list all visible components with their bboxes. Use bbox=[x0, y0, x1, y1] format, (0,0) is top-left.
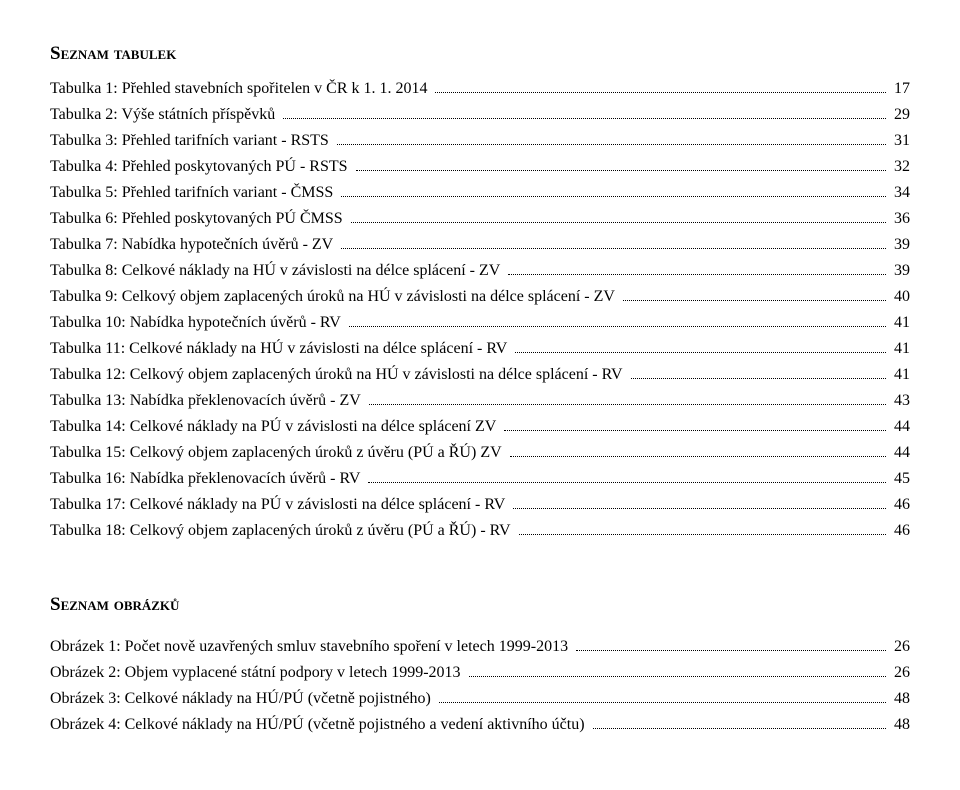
toc-entry: Tabulka 11: Celkové náklady na HÚ v závi… bbox=[50, 337, 910, 361]
toc-entry-label: Tabulka 18: Celkový objem zaplacených úr… bbox=[50, 519, 515, 543]
toc-entry-label: Tabulka 16: Nabídka překlenovacích úvěrů… bbox=[50, 467, 364, 491]
toc-entry-label: Obrázek 4: Celkové náklady na HÚ/PÚ (vče… bbox=[50, 713, 589, 737]
toc-entry-label: Tabulka 3: Přehled tarifních variant - R… bbox=[50, 129, 333, 153]
toc-leader-dots bbox=[356, 155, 886, 170]
toc-entry-label: Tabulka 8: Celkové náklady na HÚ v závis… bbox=[50, 259, 504, 283]
toc-entry-page: 36 bbox=[890, 207, 910, 231]
toc-entry-page: 46 bbox=[890, 493, 910, 517]
toc-entry-label: Obrázek 2: Objem vyplacené státní podpor… bbox=[50, 661, 465, 685]
toc-entry: Obrázek 3: Celkové náklady na HÚ/PÚ (vče… bbox=[50, 687, 910, 711]
toc-leader-dots bbox=[519, 519, 886, 534]
toc-leader-dots bbox=[351, 207, 886, 222]
toc-entry-label: Tabulka 15: Celkový objem zaplacených úr… bbox=[50, 441, 506, 465]
toc-entry-page: 44 bbox=[890, 441, 910, 465]
toc-leader-dots bbox=[513, 493, 886, 508]
toc-entry: Tabulka 16: Nabídka překlenovacích úvěrů… bbox=[50, 467, 910, 491]
toc-entry: Tabulka 15: Celkový objem zaplacených úr… bbox=[50, 441, 910, 465]
toc-leader-dots bbox=[631, 363, 886, 378]
toc-entry-page: 29 bbox=[890, 103, 910, 127]
toc-leader-dots bbox=[341, 181, 886, 196]
toc-entry-label: Tabulka 17: Celkové náklady na PÚ v závi… bbox=[50, 493, 509, 517]
toc-entry-label: Tabulka 7: Nabídka hypotečních úvěrů - Z… bbox=[50, 233, 337, 257]
toc-leader-dots bbox=[337, 129, 886, 144]
toc-entry: Obrázek 1: Počet nově uzavřených smluv s… bbox=[50, 635, 910, 659]
toc-leader-dots bbox=[593, 714, 886, 729]
toc-entry-label: Tabulka 1: Přehled stavebních spořitelen… bbox=[50, 77, 431, 101]
toc-entry: Obrázek 4: Celkové náklady na HÚ/PÚ (vče… bbox=[50, 713, 910, 737]
toc-entry-page: 44 bbox=[890, 415, 910, 439]
toc-entry-label: Tabulka 13: Nabídka překlenovacích úvěrů… bbox=[50, 389, 365, 413]
toc-entry: Tabulka 3: Přehled tarifních variant - R… bbox=[50, 129, 910, 153]
toc-leader-dots bbox=[469, 662, 886, 677]
toc-entry-label: Tabulka 6: Přehled poskytovaných PÚ ČMSS bbox=[50, 207, 347, 231]
toc-entry-label: Tabulka 10: Nabídka hypotečních úvěrů - … bbox=[50, 311, 345, 335]
toc-entry: Tabulka 13: Nabídka překlenovacích úvěrů… bbox=[50, 389, 910, 413]
toc-entry-page: 34 bbox=[890, 181, 910, 205]
toc-entry: Tabulka 9: Celkový objem zaplacených úro… bbox=[50, 285, 910, 309]
toc-entry: Tabulka 2: Výše státních příspěvků 29 bbox=[50, 103, 910, 127]
toc-entry-page: 48 bbox=[890, 713, 910, 737]
toc-entry-page: 45 bbox=[890, 467, 910, 491]
toc-entry-page: 39 bbox=[890, 233, 910, 257]
toc-entry-page: 32 bbox=[890, 155, 910, 179]
toc-leader-dots bbox=[369, 389, 886, 404]
toc-entry-page: 26 bbox=[890, 661, 910, 685]
toc-entry-page: 41 bbox=[890, 363, 910, 387]
toc-entry: Tabulka 5: Přehled tarifních variant - Č… bbox=[50, 181, 910, 205]
toc-leader-dots bbox=[508, 259, 886, 274]
toc-entry: Tabulka 6: Přehled poskytovaných PÚ ČMSS… bbox=[50, 207, 910, 231]
toc-entry-label: Tabulka 9: Celkový objem zaplacených úro… bbox=[50, 285, 619, 309]
toc-entry-page: 46 bbox=[890, 519, 910, 543]
toc-entry-label: Tabulka 11: Celkové náklady na HÚ v závi… bbox=[50, 337, 511, 361]
toc-entry-page: 48 bbox=[890, 687, 910, 711]
toc-entry: Tabulka 18: Celkový objem zaplacených úr… bbox=[50, 519, 910, 543]
toc-entry-page: 31 bbox=[890, 129, 910, 153]
toc-leader-dots bbox=[368, 467, 886, 482]
toc-leader-dots bbox=[341, 233, 886, 248]
toc-entry-label: Obrázek 3: Celkové náklady na HÚ/PÚ (vče… bbox=[50, 687, 435, 711]
heading-figures: Seznam obrázků bbox=[50, 591, 910, 620]
toc-entry-label: Tabulka 5: Přehled tarifních variant - Č… bbox=[50, 181, 337, 205]
figures-list: Obrázek 1: Počet nově uzavřených smluv s… bbox=[50, 635, 910, 737]
toc-entry: Tabulka 12: Celkový objem zaplacených úr… bbox=[50, 363, 910, 387]
toc-entry-page: 43 bbox=[890, 389, 910, 413]
toc-leader-dots bbox=[515, 337, 886, 352]
toc-entry-page: 40 bbox=[890, 285, 910, 309]
toc-leader-dots bbox=[349, 311, 886, 326]
heading-tables: Seznam tabulek bbox=[50, 40, 910, 69]
toc-entry: Tabulka 7: Nabídka hypotečních úvěrů - Z… bbox=[50, 233, 910, 257]
toc-leader-dots bbox=[504, 415, 886, 430]
tables-list: Tabulka 1: Přehled stavebních spořitelen… bbox=[50, 77, 910, 543]
toc-entry-label: Tabulka 4: Přehled poskytovaných PÚ - RS… bbox=[50, 155, 352, 179]
toc-entry-label: Tabulka 12: Celkový objem zaplacených úr… bbox=[50, 363, 627, 387]
toc-leader-dots bbox=[439, 688, 886, 703]
toc-leader-dots bbox=[623, 285, 886, 300]
toc-entry-page: 39 bbox=[890, 259, 910, 283]
toc-leader-dots bbox=[435, 77, 886, 92]
toc-entry-label: Obrázek 1: Počet nově uzavřených smluv s… bbox=[50, 635, 572, 659]
toc-leader-dots bbox=[510, 441, 886, 456]
toc-entry-page: 17 bbox=[890, 77, 910, 101]
toc-leader-dots bbox=[576, 636, 886, 651]
toc-leader-dots bbox=[283, 103, 886, 118]
toc-entry: Tabulka 8: Celkové náklady na HÚ v závis… bbox=[50, 259, 910, 283]
toc-entry-label: Tabulka 14: Celkové náklady na PÚ v závi… bbox=[50, 415, 500, 439]
toc-entry-page: 41 bbox=[890, 337, 910, 361]
toc-entry: Tabulka 14: Celkové náklady na PÚ v závi… bbox=[50, 415, 910, 439]
toc-entry: Tabulka 17: Celkové náklady na PÚ v závi… bbox=[50, 493, 910, 517]
toc-entry: Tabulka 10: Nabídka hypotečních úvěrů - … bbox=[50, 311, 910, 335]
toc-entry-label: Tabulka 2: Výše státních příspěvků bbox=[50, 103, 279, 127]
toc-entry: Obrázek 2: Objem vyplacené státní podpor… bbox=[50, 661, 910, 685]
toc-entry: Tabulka 1: Přehled stavebních spořitelen… bbox=[50, 77, 910, 101]
toc-entry-page: 41 bbox=[890, 311, 910, 335]
toc-entry-page: 26 bbox=[890, 635, 910, 659]
toc-entry: Tabulka 4: Přehled poskytovaných PÚ - RS… bbox=[50, 155, 910, 179]
